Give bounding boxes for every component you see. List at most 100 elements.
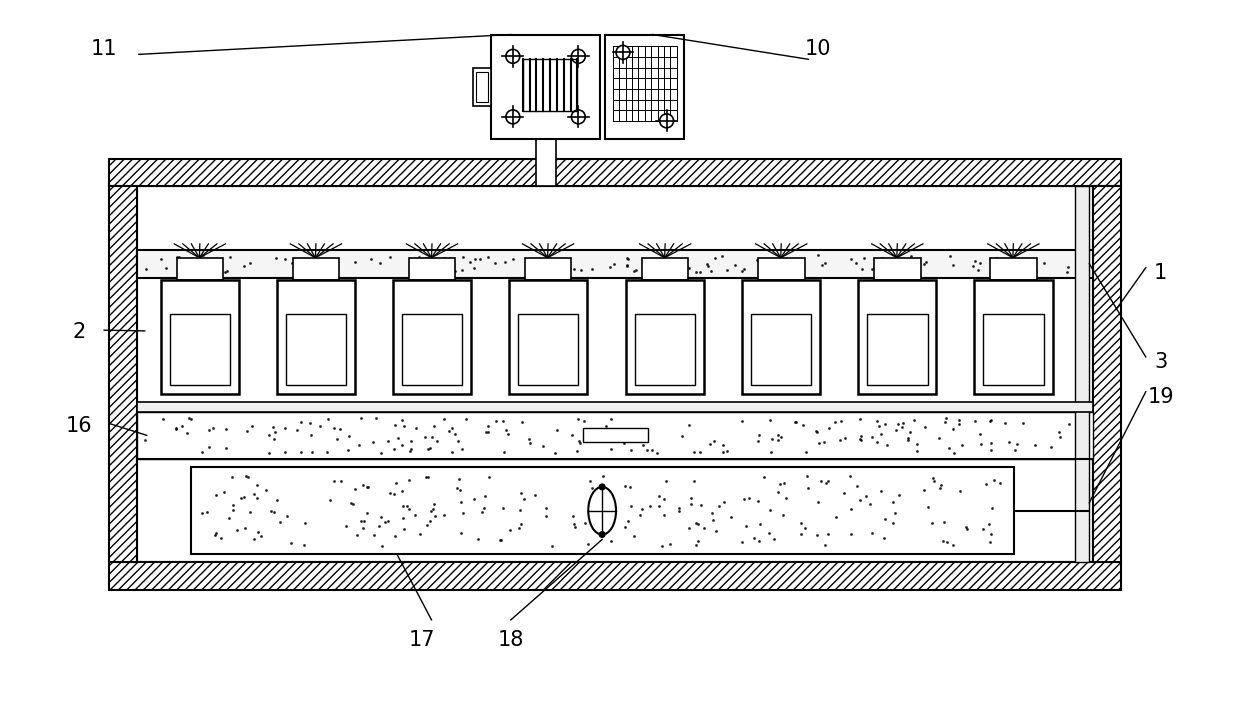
Point	[472, 506, 492, 517]
Point	[906, 445, 926, 456]
Point	[239, 257, 259, 268]
Point	[957, 523, 977, 534]
Point	[630, 510, 650, 521]
Bar	[136, 402, 1094, 411]
Point	[708, 500, 728, 511]
Point	[585, 488, 605, 499]
Point	[836, 432, 856, 444]
Bar	[1094, 186, 1121, 562]
Point	[216, 266, 236, 277]
Point	[198, 441, 218, 452]
Point	[904, 415, 924, 426]
Point	[422, 431, 441, 442]
Point	[511, 487, 531, 498]
Point	[543, 254, 563, 265]
Point	[632, 503, 652, 515]
Bar	[751, 314, 811, 385]
Point	[841, 253, 861, 265]
Point	[774, 477, 794, 489]
Point	[656, 475, 676, 486]
Point	[399, 503, 419, 515]
Point	[398, 501, 418, 512]
Point	[760, 527, 780, 538]
Bar	[277, 279, 355, 394]
Point	[417, 519, 436, 531]
Point	[330, 424, 350, 435]
Point	[835, 488, 854, 499]
Point	[441, 423, 461, 434]
Point	[921, 517, 941, 529]
Point	[916, 256, 936, 267]
Bar	[476, 72, 489, 102]
Point	[965, 416, 985, 427]
Point	[234, 522, 254, 534]
Point	[275, 423, 295, 434]
Point	[166, 423, 186, 435]
Point	[1059, 418, 1079, 430]
Bar	[605, 34, 684, 139]
Point	[439, 425, 459, 436]
Bar	[626, 279, 704, 394]
Point	[992, 258, 1012, 269]
Point	[336, 521, 356, 532]
Point	[351, 515, 371, 526]
Point	[754, 471, 774, 482]
Text: 10: 10	[805, 39, 832, 60]
Point	[248, 526, 268, 538]
Point	[341, 498, 361, 509]
Point	[172, 262, 192, 273]
Point	[176, 263, 196, 274]
Point	[470, 253, 490, 265]
Point	[479, 426, 498, 437]
Point	[370, 258, 389, 269]
Point	[820, 423, 839, 434]
Point	[408, 258, 428, 269]
Bar	[518, 314, 578, 385]
Point	[536, 510, 556, 522]
Point	[521, 437, 541, 449]
Point	[893, 418, 913, 429]
Point	[415, 471, 435, 482]
Point	[720, 511, 740, 522]
Point	[771, 432, 791, 443]
Point	[464, 493, 484, 504]
Point	[968, 264, 988, 275]
Point	[660, 538, 680, 550]
Point	[564, 519, 584, 530]
Point	[1056, 267, 1076, 278]
Point	[604, 258, 624, 270]
Circle shape	[660, 114, 673, 128]
Point	[475, 490, 495, 501]
Point	[875, 514, 895, 525]
Point	[627, 432, 647, 444]
Point	[924, 476, 944, 487]
Point	[585, 435, 605, 446]
Point	[616, 253, 636, 264]
Point	[760, 414, 780, 425]
Point	[376, 516, 396, 527]
Bar	[508, 279, 588, 394]
Point	[734, 494, 754, 505]
Point	[222, 472, 242, 483]
Point	[192, 446, 212, 458]
Point	[451, 443, 471, 454]
Point	[655, 510, 675, 521]
Point	[492, 416, 512, 427]
Point	[712, 251, 732, 262]
Bar	[109, 186, 136, 562]
Point	[317, 446, 337, 458]
Point	[686, 517, 706, 529]
Point	[652, 541, 672, 552]
Point	[593, 506, 613, 517]
Point	[443, 446, 463, 457]
Point	[797, 470, 817, 482]
Point	[665, 254, 684, 265]
Point	[221, 252, 241, 263]
Point	[217, 265, 237, 277]
Point	[259, 448, 279, 459]
Point	[852, 435, 872, 446]
Point	[672, 430, 692, 442]
Point	[412, 260, 432, 272]
Point	[456, 413, 476, 425]
Point	[353, 479, 373, 491]
